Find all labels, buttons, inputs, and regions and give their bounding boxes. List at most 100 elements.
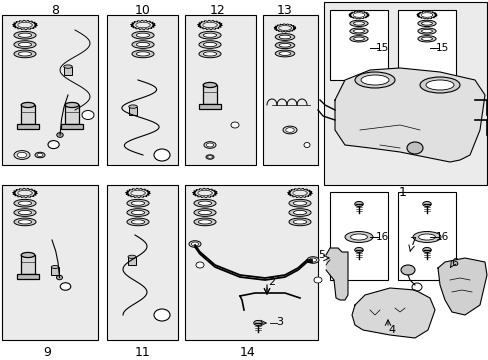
Ellipse shape: [19, 33, 32, 37]
Ellipse shape: [191, 242, 198, 246]
Ellipse shape: [127, 209, 149, 216]
Ellipse shape: [19, 42, 32, 47]
Ellipse shape: [304, 143, 309, 148]
Bar: [203, 85, 216, 104]
Ellipse shape: [349, 28, 367, 34]
Ellipse shape: [127, 218, 149, 226]
Ellipse shape: [203, 52, 216, 56]
Ellipse shape: [354, 72, 394, 88]
Ellipse shape: [417, 36, 435, 42]
Ellipse shape: [14, 31, 36, 39]
Ellipse shape: [196, 262, 203, 268]
Ellipse shape: [293, 211, 306, 215]
Bar: [184, 185, 317, 340]
Ellipse shape: [51, 266, 59, 269]
Ellipse shape: [198, 201, 211, 205]
Ellipse shape: [353, 22, 364, 25]
Ellipse shape: [353, 37, 364, 41]
Ellipse shape: [128, 105, 137, 108]
Ellipse shape: [360, 75, 388, 85]
Ellipse shape: [21, 252, 35, 257]
Ellipse shape: [131, 211, 144, 215]
Ellipse shape: [418, 234, 434, 240]
Ellipse shape: [132, 41, 154, 48]
Ellipse shape: [14, 150, 30, 159]
Ellipse shape: [206, 143, 213, 147]
Ellipse shape: [417, 20, 435, 27]
Ellipse shape: [412, 231, 440, 243]
Text: 9: 9: [43, 346, 51, 360]
Ellipse shape: [60, 283, 71, 290]
Ellipse shape: [349, 20, 367, 27]
Ellipse shape: [275, 42, 294, 49]
Ellipse shape: [285, 128, 294, 132]
Bar: [324, 2, 486, 185]
Text: 13: 13: [277, 4, 292, 17]
Polygon shape: [437, 258, 486, 315]
Text: 11: 11: [135, 346, 151, 360]
Ellipse shape: [199, 41, 221, 48]
Ellipse shape: [17, 152, 27, 158]
Text: 2: 2: [268, 277, 275, 287]
Bar: [17, 124, 39, 129]
Ellipse shape: [207, 156, 212, 158]
Bar: [329, 192, 387, 280]
Ellipse shape: [411, 283, 421, 291]
Bar: [128, 107, 137, 115]
Ellipse shape: [293, 201, 306, 205]
Ellipse shape: [19, 220, 32, 224]
Ellipse shape: [35, 152, 45, 158]
Ellipse shape: [154, 309, 170, 321]
Ellipse shape: [19, 52, 32, 56]
Ellipse shape: [417, 28, 435, 34]
Ellipse shape: [65, 103, 79, 108]
Ellipse shape: [198, 211, 211, 215]
Bar: [65, 105, 79, 124]
Ellipse shape: [132, 31, 154, 39]
Ellipse shape: [421, 37, 431, 41]
Ellipse shape: [203, 42, 216, 47]
Bar: [2, 15, 98, 165]
Ellipse shape: [283, 126, 296, 134]
Text: 8: 8: [51, 4, 59, 17]
Bar: [2, 185, 98, 340]
Text: 10: 10: [135, 4, 151, 17]
Ellipse shape: [14, 50, 36, 58]
Ellipse shape: [279, 44, 290, 47]
Ellipse shape: [425, 80, 453, 90]
Bar: [51, 267, 59, 274]
Ellipse shape: [400, 265, 414, 275]
Bar: [21, 105, 35, 124]
Ellipse shape: [422, 247, 430, 253]
Polygon shape: [351, 288, 434, 338]
Ellipse shape: [136, 33, 149, 37]
Polygon shape: [334, 68, 484, 162]
Ellipse shape: [19, 201, 32, 205]
Text: 1: 1: [398, 185, 406, 198]
Ellipse shape: [288, 209, 310, 216]
Ellipse shape: [230, 122, 239, 128]
Ellipse shape: [279, 35, 290, 39]
Ellipse shape: [422, 202, 430, 207]
Text: 12: 12: [210, 4, 225, 17]
Bar: [61, 124, 82, 129]
Ellipse shape: [275, 50, 294, 57]
Bar: [263, 15, 317, 165]
Ellipse shape: [293, 220, 306, 224]
Bar: [17, 274, 39, 279]
Ellipse shape: [199, 31, 221, 39]
Bar: [107, 15, 178, 165]
Ellipse shape: [203, 33, 216, 37]
Text: 15: 15: [375, 43, 388, 53]
Ellipse shape: [350, 234, 366, 240]
Ellipse shape: [194, 209, 216, 216]
Text: 5: 5: [318, 250, 325, 260]
Text: 4: 4: [387, 325, 395, 335]
Ellipse shape: [421, 30, 431, 33]
Ellipse shape: [419, 77, 459, 93]
Ellipse shape: [136, 52, 149, 56]
Bar: [199, 104, 221, 109]
Text: 15: 15: [434, 43, 447, 53]
Ellipse shape: [132, 50, 154, 58]
Ellipse shape: [14, 209, 36, 216]
